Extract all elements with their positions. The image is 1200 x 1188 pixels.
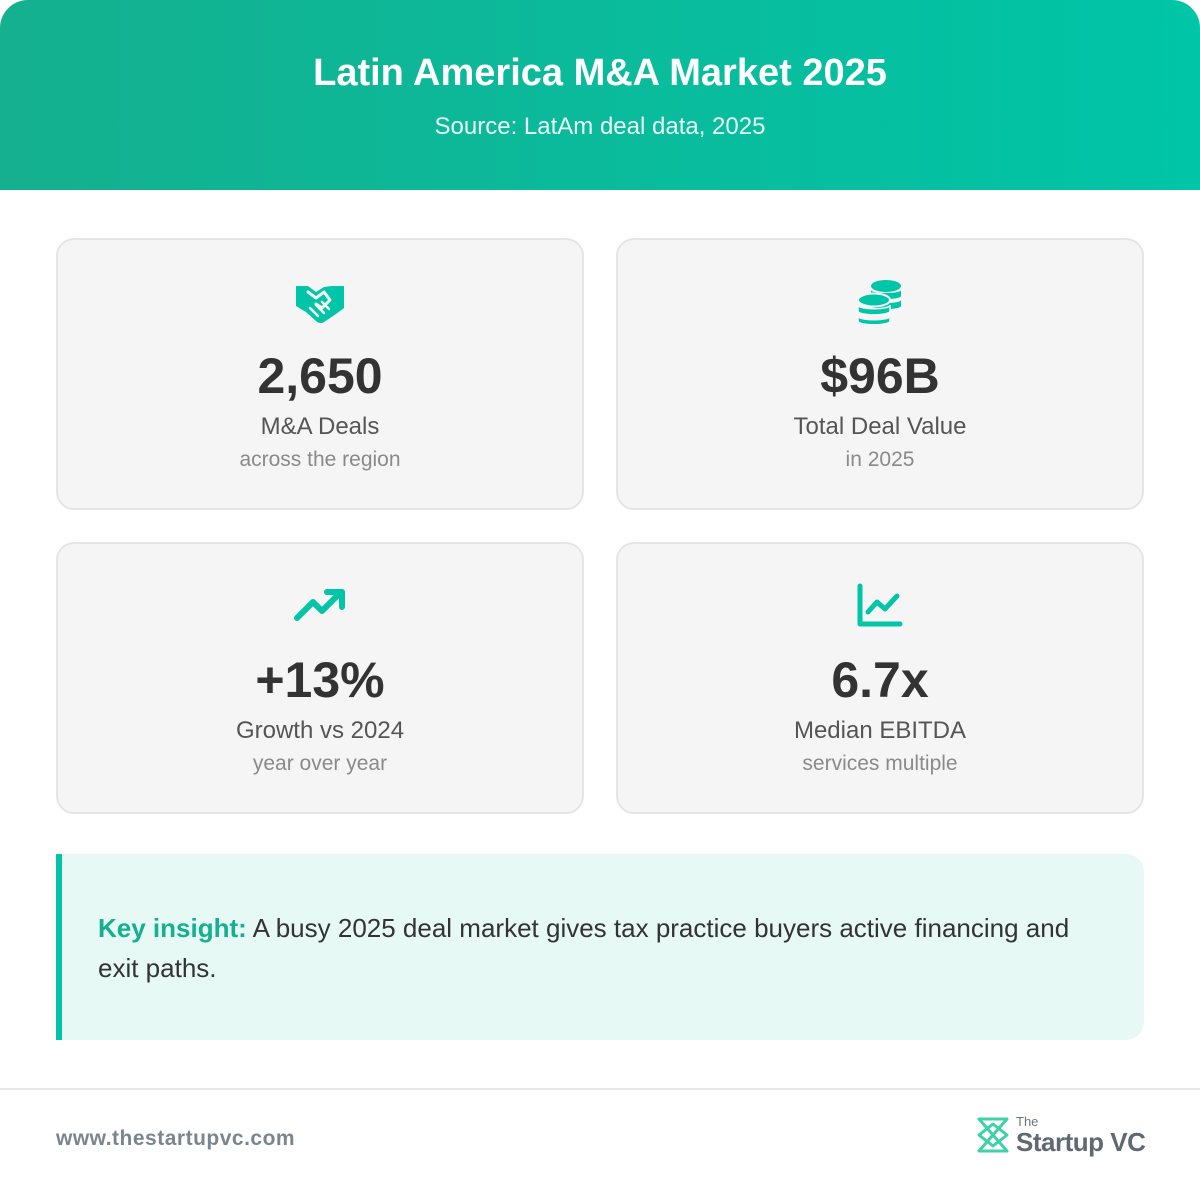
stat-sublabel: across the region — [239, 448, 401, 471]
line-chart-icon — [854, 582, 906, 630]
startup-vc-logo-icon — [976, 1116, 1010, 1154]
page-subtitle: Source: LatAm deal data, 2025 — [434, 113, 766, 140]
stat-value: 6.7x — [831, 652, 929, 708]
stat-value: 2,650 — [257, 348, 383, 404]
coins-icon — [854, 278, 906, 326]
stat-value: $96B — [820, 348, 940, 404]
insight-label: Key insight: — [98, 913, 247, 943]
header-banner: Latin America M&A Market 2025 Source: La… — [0, 0, 1200, 190]
stat-card-deals: 2,650 M&A Deals across the region — [56, 238, 584, 510]
stat-sublabel: year over year — [252, 752, 388, 775]
brand-name: Startup VC — [1016, 1127, 1146, 1157]
stat-sublabel: in 2025 — [845, 448, 915, 471]
brand-logo: The Startup VC — [976, 1114, 1156, 1162]
trending-up-icon — [294, 582, 346, 630]
stat-label: M&A Deals — [260, 413, 380, 440]
handshake-icon — [294, 278, 346, 326]
footer-divider — [0, 1088, 1200, 1090]
key-insight-box: Key insight: A busy 2025 deal market giv… — [56, 854, 1144, 1040]
footer-website-link[interactable]: www.thestartupvc.com — [56, 1127, 296, 1150]
stat-label: Median EBITDA — [793, 717, 967, 744]
insight-text: Key insight: A busy 2025 deal market giv… — [98, 908, 1098, 988]
stat-label: Total Deal Value — [793, 413, 967, 440]
stat-label: Growth vs 2024 — [235, 717, 405, 744]
stat-card-ebitda: 6.7x Median EBITDA services multiple — [616, 542, 1144, 814]
page-title: Latin America M&A Market 2025 — [313, 52, 887, 94]
stat-value: +13% — [255, 652, 385, 708]
insight-body: A busy 2025 deal market gives tax practi… — [98, 913, 1070, 983]
stat-card-deal-value: $96B Total Deal Value in 2025 — [616, 238, 1144, 510]
brand-prefix: The — [1016, 1114, 1039, 1129]
stat-card-growth: +13% Growth vs 2024 year over year — [56, 542, 584, 814]
stat-sublabel: services multiple — [802, 752, 958, 775]
